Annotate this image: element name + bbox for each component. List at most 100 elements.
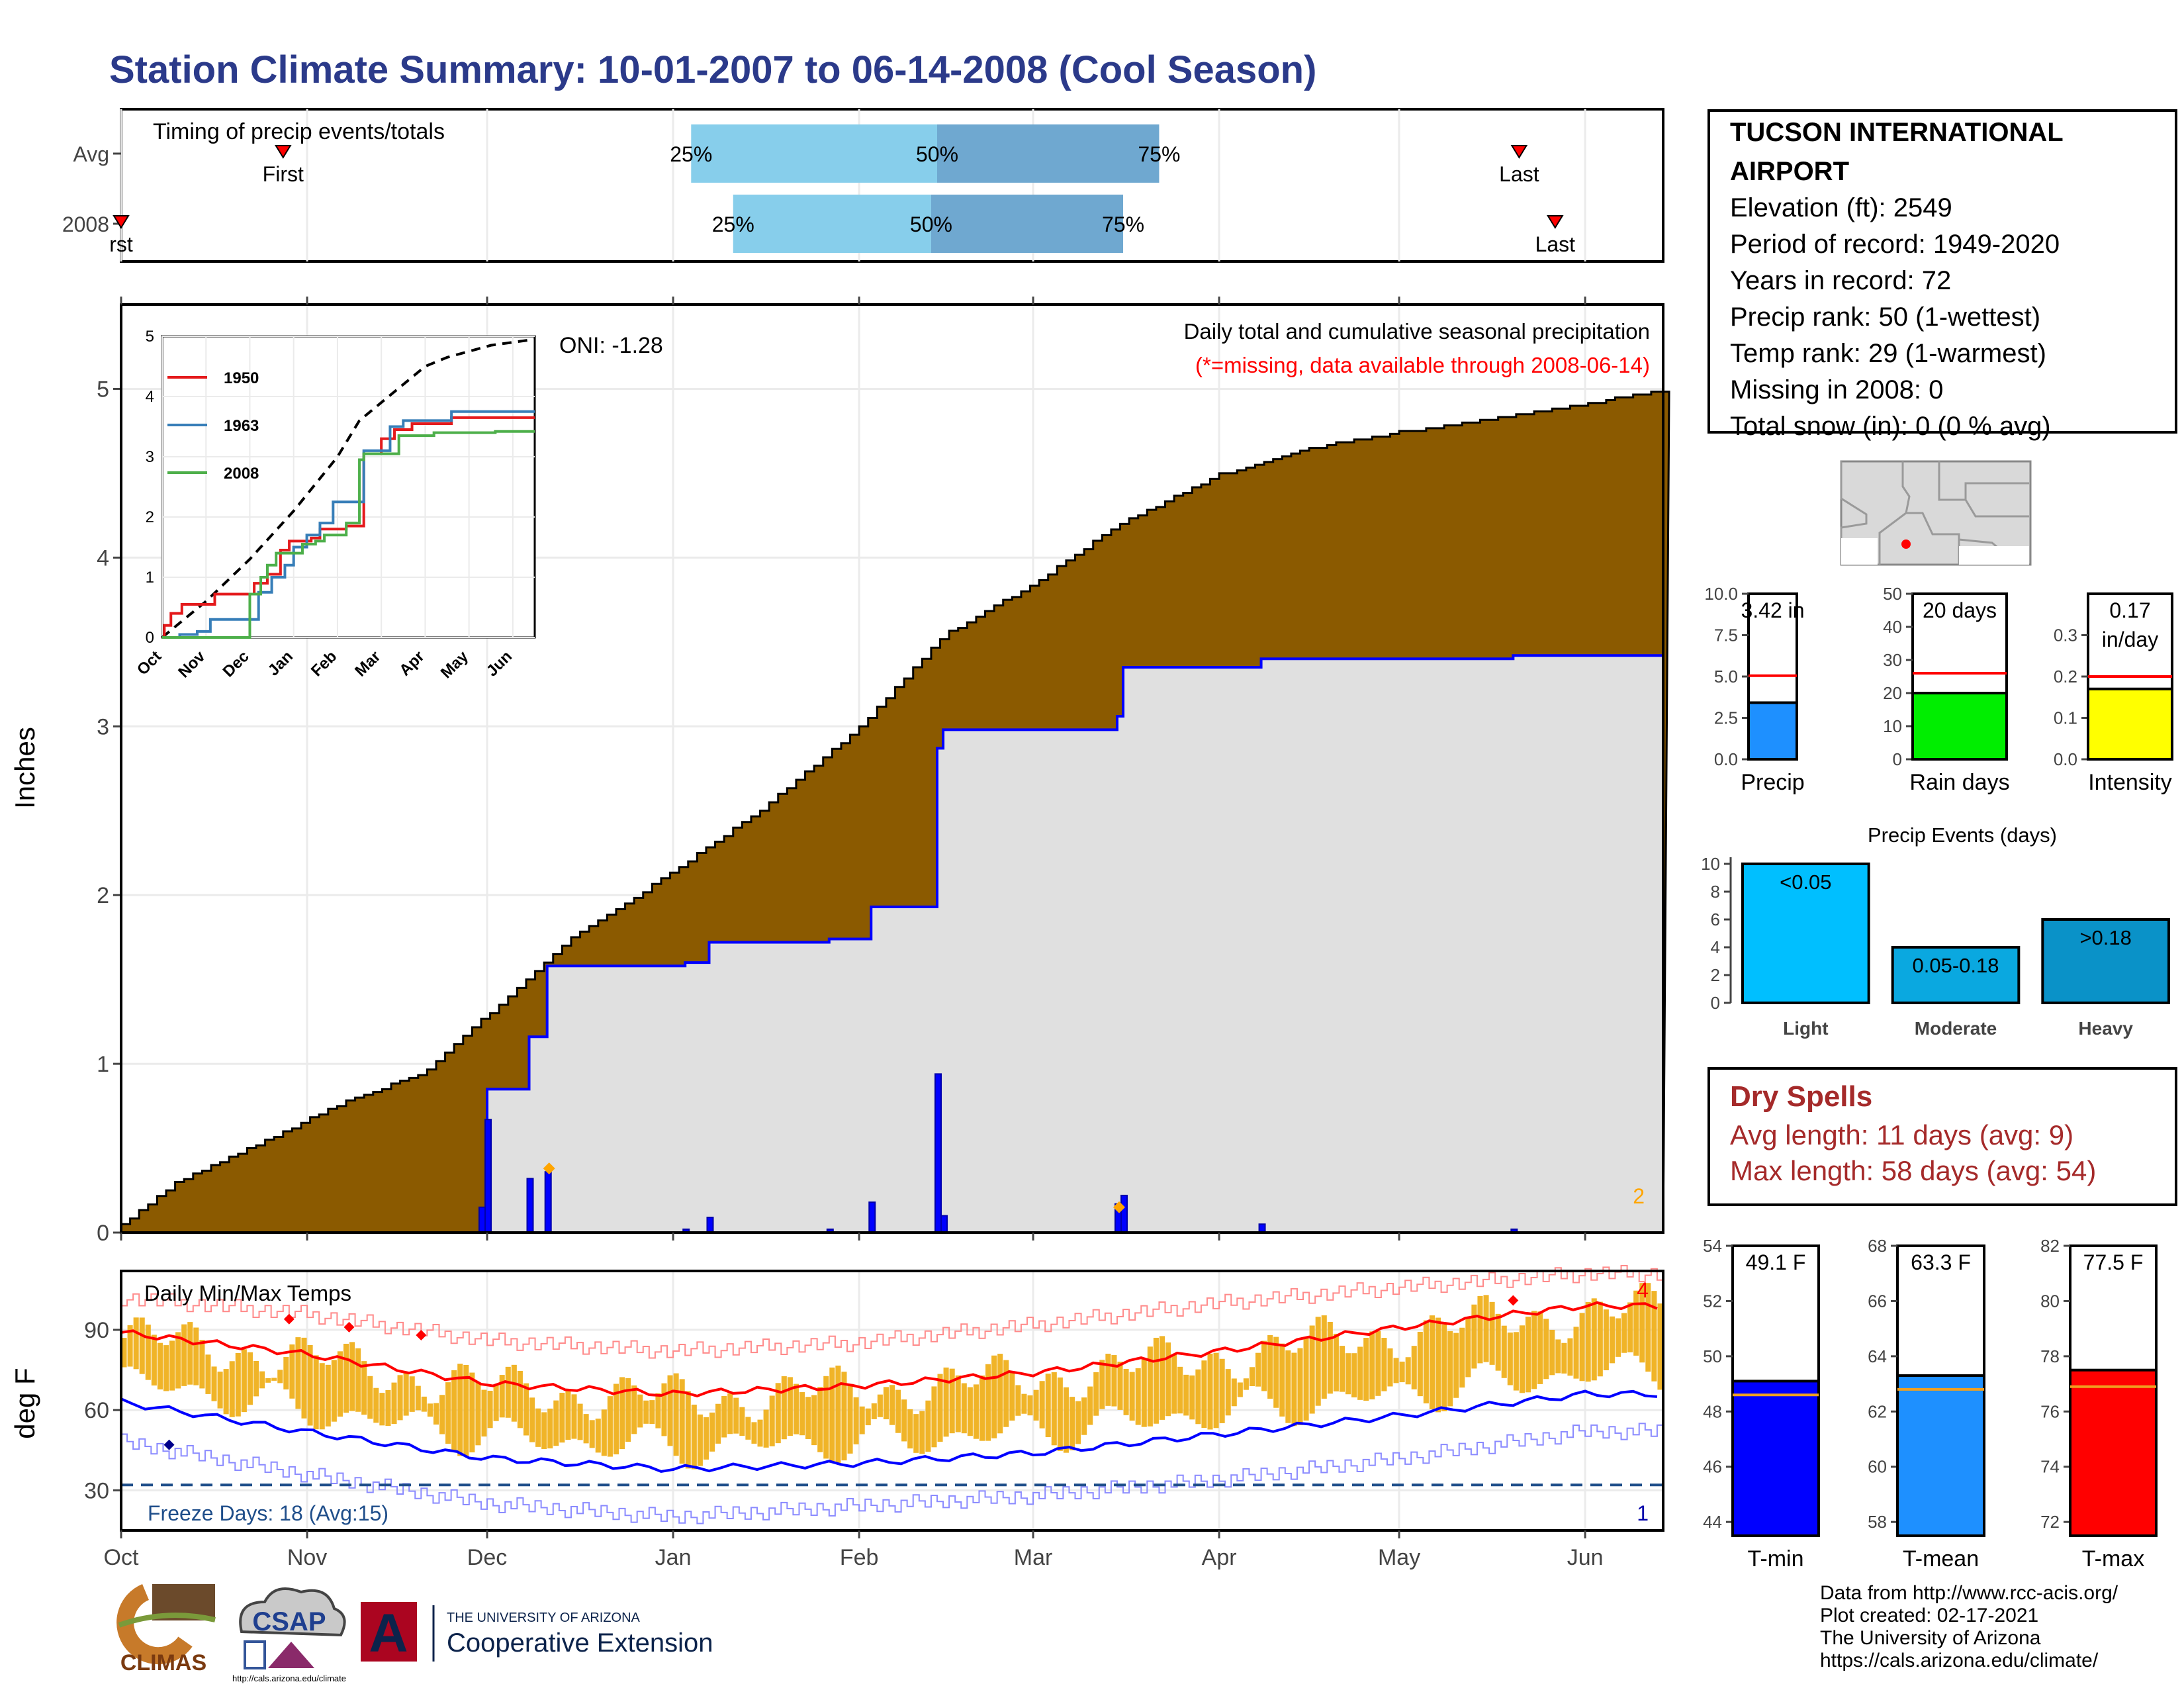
mini-value-label: in/day [2102,628,2158,651]
temp-day-bar [151,1335,157,1386]
temp-day-bar [313,1355,319,1430]
temp-day-bar [199,1340,205,1389]
temp-day-bar [1573,1327,1579,1379]
temp-day-bar [1543,1319,1549,1380]
temp-day-bar [127,1325,133,1367]
temp-day-bar [1069,1397,1075,1450]
temp-day-bar [1609,1316,1615,1364]
precip-ytick: 0 [97,1221,109,1244]
temp-day-bar [451,1370,457,1452]
freeze-days-label: Freeze Days: 18 (Avg:15) [148,1501,388,1525]
temp-day-bar [661,1383,667,1436]
temp-day-bar [583,1414,589,1444]
temp-day-bar [1537,1311,1543,1384]
csap-text: CSAP [252,1607,326,1636]
temp-day-bar [1177,1366,1183,1414]
temp-day-bar [1459,1327,1465,1388]
mini-ytick: 54 [1703,1236,1722,1256]
temp-day-bar [979,1375,985,1441]
temp-day-bar [361,1361,367,1415]
csap-logo: CSAP http://cals.arizona.edu/climate [232,1587,346,1683]
station-name: TUCSON INTERNATIONAL [1730,118,2064,147]
mini-ytick: 2.5 [1714,708,1738,728]
temp-day-bar [1249,1367,1255,1387]
temp-day-bar [133,1317,139,1370]
temp-day-bar [1309,1325,1315,1414]
temp-day-bar [1339,1346,1345,1392]
climas-logo: CLIMAS [116,1583,216,1675]
temp-day-bar [901,1399,907,1442]
temp-day-bar [1495,1313,1501,1371]
temp-day-bar [1585,1301,1591,1382]
temp-day-bar [667,1375,673,1446]
temp-day-bar [637,1394,643,1428]
temp-day-bar [757,1419,763,1447]
temp-day-bar [1321,1315,1327,1399]
precip-ytick: 1 [97,1052,109,1077]
temp-day-bar [397,1375,403,1421]
event-bar [1741,863,1870,1004]
mini-ytick: 30 [1883,650,1902,670]
location-map [1840,460,2032,566]
temp-day-bar [1351,1353,1357,1397]
precip-events-chart: Precip Events (days) 0 2 4 6 8 10 <0.05 Light 0.0… [1701,823,2181,1039]
timing-p75: 75% [1102,212,1144,236]
temps-xtick: Nov [287,1545,327,1570]
climas-text: CLIMAS [120,1650,206,1675]
temp-day-bar [1423,1320,1429,1404]
temp-day-bar [1099,1360,1105,1409]
mini-ytick: 80 [2040,1291,2060,1311]
temp-day-bar [1021,1393,1027,1414]
temp-day-bar [679,1379,685,1464]
precip-frame [120,303,1664,1234]
temp-day-bar [463,1364,469,1456]
temp-day-bar [811,1395,817,1446]
temp-day-bar [721,1395,727,1438]
temp-day-bar [409,1376,415,1412]
temp-day-bar [373,1387,379,1423]
mini-ytick: 64 [1868,1346,1887,1366]
mini-ytick: 7.5 [1714,626,1738,645]
temp-day-bar [235,1352,241,1417]
temp-day-bar [643,1400,649,1424]
mini-ytick: 10.0 [1704,584,1738,604]
temp-day-bar [427,1403,433,1417]
ua-big-text: Cooperative Extension [447,1628,713,1658]
temp-day-bar [889,1385,895,1425]
temps-ytick: 90 [84,1318,109,1343]
timing-first-marker [275,145,292,159]
temp-day-bar [1489,1301,1495,1365]
event-category: Heavy [2078,1018,2133,1039]
temp-day-bar [1447,1331,1453,1407]
temp-day-bar [625,1378,631,1442]
temp-day-bar [445,1382,451,1444]
timing-bar-q1 [691,124,937,183]
temp-day-bar [745,1417,751,1440]
event-category: Moderate [1915,1018,1997,1039]
daily-precip-bar [526,1178,534,1233]
temp-day-bar [727,1393,733,1434]
mini-category-label: T-min [1748,1546,1804,1571]
temp-day-bar [913,1414,919,1453]
event-bar-label: <0.05 [1780,870,1831,894]
station-years: Years in record: 72 [1730,266,1952,295]
page-title: Station Climate Summary: 10-01-2007 to 0… [109,48,1317,91]
temp-day-bar [283,1356,289,1389]
temp-day-bar [547,1408,553,1449]
mini-value-label: 63.3 F [1911,1250,1971,1274]
daily-precip-bar [484,1119,492,1234]
station-snow: Total snow (in): 0 (0 % avg) [1730,412,2051,441]
temp-day-bar [853,1397,859,1444]
temp-day-bar [1291,1352,1297,1427]
temp-day-bar [793,1383,799,1434]
temp-day-bar [157,1342,163,1389]
temp-day-bar [1303,1337,1309,1421]
temp-day-bar [1087,1386,1093,1425]
temp-day-bar [1657,1303,1663,1390]
station-dot [1901,539,1911,549]
credit-url: https://cals.arizona.edu/climate/ [1820,1650,2099,1671]
temp-day-bar [739,1407,745,1436]
mini-value-label: 0.17 [2109,598,2150,622]
daily-precip-bar [868,1201,876,1233]
temps-xtick: Jan [655,1545,692,1570]
